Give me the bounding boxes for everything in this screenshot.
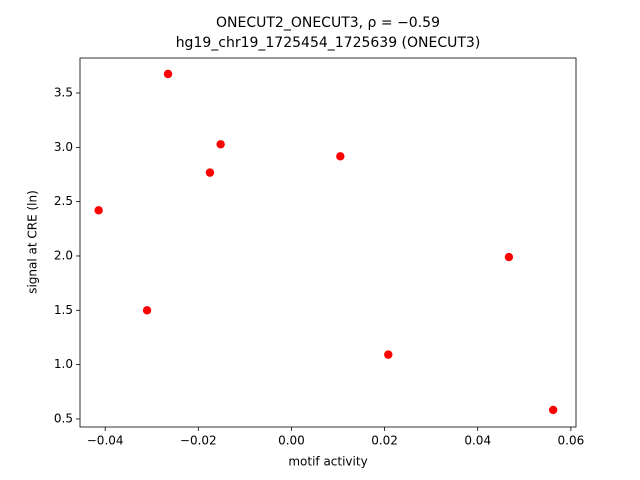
point bbox=[336, 152, 345, 161]
y-tick-label: 3.5 bbox=[54, 85, 73, 99]
y-tick-label: 1.0 bbox=[54, 357, 73, 371]
y-tick-label: 2.0 bbox=[54, 248, 73, 262]
y-tick-label: 2.5 bbox=[54, 194, 73, 208]
y-tick-label: 0.5 bbox=[54, 411, 73, 425]
plot-frame bbox=[79, 57, 577, 428]
chart-title: ONECUT2_ONECUT3, ρ = −0.59 bbox=[216, 15, 440, 31]
x-tick-label: 0.06 bbox=[558, 434, 585, 448]
x-tick-label: 0.02 bbox=[371, 434, 398, 448]
x-tick-label: 0.00 bbox=[278, 434, 305, 448]
x-tick-label: −0.02 bbox=[180, 434, 217, 448]
x-tick-label: −0.04 bbox=[87, 434, 124, 448]
y-tick-label: 1.5 bbox=[54, 303, 73, 317]
y-tick-label: 3.0 bbox=[54, 140, 73, 154]
point bbox=[94, 206, 103, 215]
point bbox=[163, 69, 173, 79]
point bbox=[384, 350, 393, 359]
chart-subtitle: hg19_chr19_1725454_1725639 (ONECUT3) bbox=[176, 35, 481, 51]
point bbox=[216, 140, 225, 149]
point bbox=[205, 168, 215, 177]
point bbox=[504, 252, 514, 262]
x-tick-label: 0.04 bbox=[464, 434, 491, 448]
y-axis-label: signal at CRE (ln) bbox=[26, 190, 40, 294]
point bbox=[142, 306, 152, 315]
x-axis-label: motif activity bbox=[288, 455, 367, 469]
point bbox=[548, 405, 558, 415]
